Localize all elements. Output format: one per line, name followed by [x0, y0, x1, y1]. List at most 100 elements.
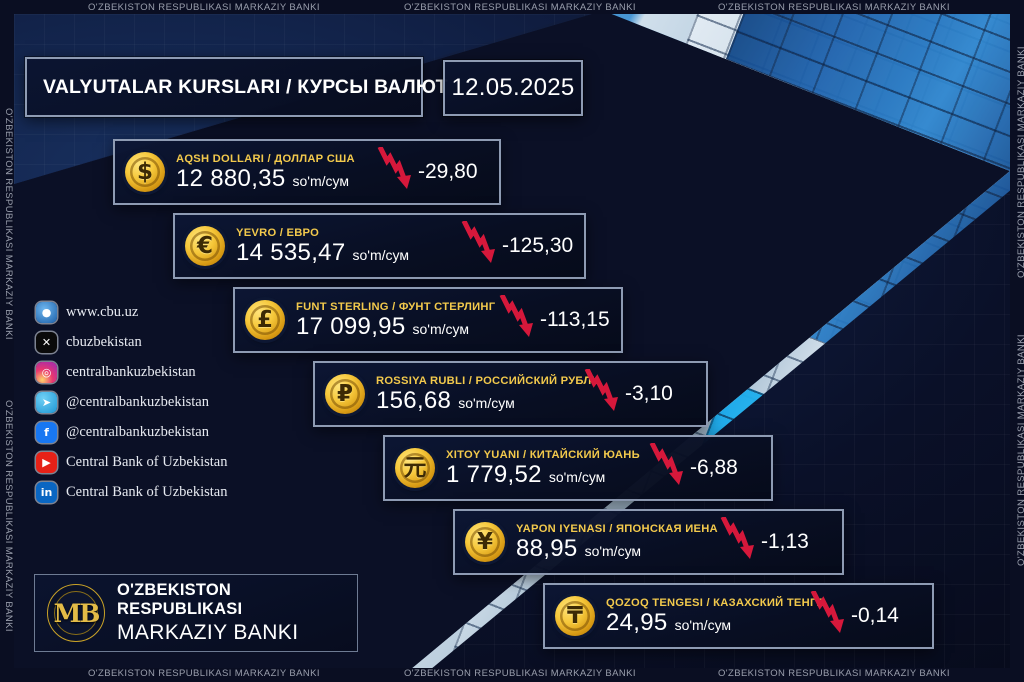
trend-down-arrow-icon [810, 591, 844, 633]
trend-down-arrow-icon [584, 369, 618, 411]
bank-name-line1: O'ZBEKISTON RESPUBLIKASI [117, 581, 243, 618]
currency-row: ₽ ROSSIYA RUBLI / РОССИЙСКИЙ РУБЛЬ 156,68 s… [313, 361, 708, 427]
date-box: 12.05.2025 [443, 60, 583, 116]
watermark-bottom-right: O'ZBEKISTON RESPUBLIKASI MARKAZIY BANKI [718, 668, 950, 679]
yuan-coin-icon: 元 [395, 448, 435, 488]
watermark-top-center: O'ZBEKISTON RESPUBLIKASI MARKAZIY BANKI [404, 2, 636, 13]
x-twitter-icon[interactable]: ✕ [36, 331, 57, 353]
currency-symbol: 元 [403, 454, 427, 481]
bank-logo-block: MB O'ZBEKISTON RESPUBLIKASI MARKAZIY BAN… [34, 574, 358, 652]
watermark-right-upper: O'ZBEKISTON RESPUBLIKASI MARKAZIY BANKI [1016, 46, 1024, 278]
social-link-label[interactable]: @centralbankuzbekistan [66, 423, 209, 440]
rate-change-value: -1,13 [761, 530, 809, 553]
watermark-bottom-left: O'ZBEKISTON RESPUBLIKASI MARKAZIY BANKI [88, 668, 320, 679]
watermark-bottom-center: O'ZBEKISTON RESPUBLIKASI MARKAZIY BANKI [404, 668, 636, 679]
currency-name: XITOY YUANI / КИТАЙСКИЙ ЮАНЬ [446, 449, 640, 462]
social-link-label[interactable]: www.cbu.uz [66, 303, 139, 320]
rate-change-value: -113,15 [540, 308, 610, 331]
trend-down-arrow-icon [461, 221, 495, 263]
website-icon[interactable]: ● [36, 301, 57, 323]
currency-name: YEVRO / ЕВРО [236, 227, 320, 240]
currency-name: QOZOQ TENGESI / КАЗАХСКИЙ ТЕНГЕ [606, 597, 825, 610]
trend-down-arrow-icon [720, 517, 754, 559]
currency-name: ROSSIYA RUBLI / РОССИЙСКИЙ РУБЛЬ [376, 375, 600, 388]
currency-rate-value: 156,68 [376, 386, 452, 414]
currency-symbol: € [196, 232, 213, 259]
ruble-coin-icon: ₽ [325, 374, 365, 414]
currency-symbol: $ [136, 158, 153, 185]
social-link-label[interactable]: centralbankuzbekistan [66, 363, 196, 380]
social-link-label[interactable]: Central Bank of Uzbekistan [66, 453, 228, 470]
bank-name-line2: MARKAZIY BANKI [117, 621, 299, 644]
social-link-item[interactable]: ➤ @centralbankuzbekistan [36, 389, 227, 415]
currency-symbol: ₽ [336, 380, 353, 407]
currency-name: FUNT STERLING / ФУНТ СТЕРЛИНГ [296, 301, 496, 314]
social-link-label[interactable]: Central Bank of Uzbekistan [66, 483, 228, 500]
currency-row: € YEVRO / ЕВРО 14 535,47 so'm/сум -125,30 [173, 213, 586, 279]
currency-rate-value: 88,95 [516, 534, 578, 562]
social-link-label[interactable]: @centralbankuzbekistan [66, 393, 209, 410]
pound-coin-icon: £ [245, 300, 285, 340]
currency-symbol: ¥ [476, 528, 493, 555]
social-link-item[interactable]: ◎ centralbankuzbekistan [36, 359, 227, 385]
currency-row: ¥ YAPON IYENASI / ЯПОНСКАЯ ИЕНА 88,95 so'm/… [453, 509, 844, 575]
trend-down-arrow-icon [499, 295, 533, 337]
facebook-icon[interactable]: f [36, 421, 57, 443]
watermark-top-right: O'ZBEKISTON RESPUBLIKASI MARKAZIY BANKI [718, 2, 950, 13]
currency-rate-unit: so'm/сум [548, 468, 606, 485]
currency-rate-value: 17 099,95 [296, 312, 406, 340]
page-title-box: VALYUTALAR KURSLARI / КУРСЫ ВАЛЮТ [25, 57, 448, 117]
social-link-item[interactable]: in Central Bank of Uzbekistan [36, 479, 227, 505]
bank-emblem-icon: MB [47, 584, 105, 642]
currency-rate-value: 1 779,52 [446, 460, 542, 488]
rate-change-value: -29,80 [418, 160, 478, 183]
watermark-right-lower: O'ZBEKISTON RESPUBLIKASI MARKAZIY BANKI [1016, 334, 1024, 566]
tenge-coin-icon: ₸ [555, 596, 595, 636]
date-value: 12.05.2025 [451, 74, 575, 101]
social-link-item[interactable]: ▶ Central Bank of Uzbekistan [36, 449, 227, 475]
youtube-icon[interactable]: ▶ [36, 451, 57, 473]
currency-name: YAPON IYENASI / ЯПОНСКАЯ ИЕНА [516, 523, 718, 536]
page-title: VALYUTALAR KURSLARI / КУРСЫ ВАЛЮТ [43, 75, 448, 98]
currency-rate-value: 24,95 [606, 608, 668, 636]
watermark-left-upper: O'ZBEKISTON RESPUBLIKASI MARKAZIY BANKI [3, 108, 14, 340]
currency-rate-unit: so'm/сум [584, 542, 642, 559]
currency-row: $ AQSH DOLLARI / ДОЛЛАР США 12 880,35 so'm/… [113, 139, 501, 205]
emblem-monogram: MB [53, 598, 101, 628]
trend-down-arrow-icon [649, 443, 683, 485]
social-link-label[interactable]: cbuzbekistan [66, 333, 142, 350]
watermark-top-left: O'ZBEKISTON RESPUBLIKASI MARKAZIY BANKI [88, 2, 320, 13]
linkedin-icon[interactable]: in [36, 481, 57, 503]
social-link-item[interactable]: ● www.cbu.uz [36, 299, 227, 325]
currency-rate-unit: so'm/сум [352, 246, 409, 263]
currency-symbol: ₸ [566, 602, 583, 629]
social-link-item[interactable]: ✕ cbuzbekistan [36, 329, 227, 355]
currency-rate-unit: so'm/сум [412, 320, 469, 337]
rate-change-value: -125,30 [502, 234, 574, 257]
currency-rate-unit: so'm/сум [674, 616, 732, 633]
rate-change-value: -0,14 [851, 604, 899, 627]
yen-coin-icon: ¥ [465, 522, 505, 562]
currency-row: 元 XITOY YUANI / КИТАЙСКИЙ ЮАНЬ 1 779,52 so'… [383, 435, 773, 501]
instagram-icon[interactable]: ◎ [36, 361, 57, 383]
currency-rate-value: 14 535,47 [236, 238, 346, 266]
currency-rate-unit: so'm/сум [458, 394, 515, 411]
currency-rate-unit: so'm/сум [292, 172, 349, 189]
rate-change-value: -3,10 [625, 382, 673, 405]
social-link-item[interactable]: f @centralbankuzbekistan [36, 419, 227, 445]
currency-row: ₸ QOZOQ TENGESI / КАЗАХСКИЙ ТЕНГЕ 24,95 so'… [543, 583, 934, 649]
trend-down-arrow-icon [377, 147, 411, 189]
euro-coin-icon: € [185, 226, 225, 266]
currency-rate-value: 12 880,35 [176, 164, 286, 192]
social-links-list: ● www.cbu.uz ✕ cbuzbekistan ◎ centralbankuzbe… [36, 299, 227, 505]
cloud [554, 134, 724, 214]
rate-change-value: -6,88 [690, 456, 738, 479]
artboard: VALYUTALAR KURSLARI / КУРСЫ ВАЛЮТ 12.05.… [14, 14, 1010, 668]
currency-row: £ FUNT STERLING / ФУНТ СТЕРЛИНГ 17 099,95 s… [233, 287, 623, 353]
dollar-coin-icon: $ [125, 152, 165, 192]
telegram-icon[interactable]: ➤ [36, 391, 57, 413]
watermark-left-lower: O'ZBEKISTON RESPUBLIKASI MARKAZIY BANKI [3, 400, 14, 632]
currency-symbol: £ [256, 306, 273, 333]
currency-name: AQSH DOLLARI / ДОЛЛАР США [176, 153, 355, 166]
